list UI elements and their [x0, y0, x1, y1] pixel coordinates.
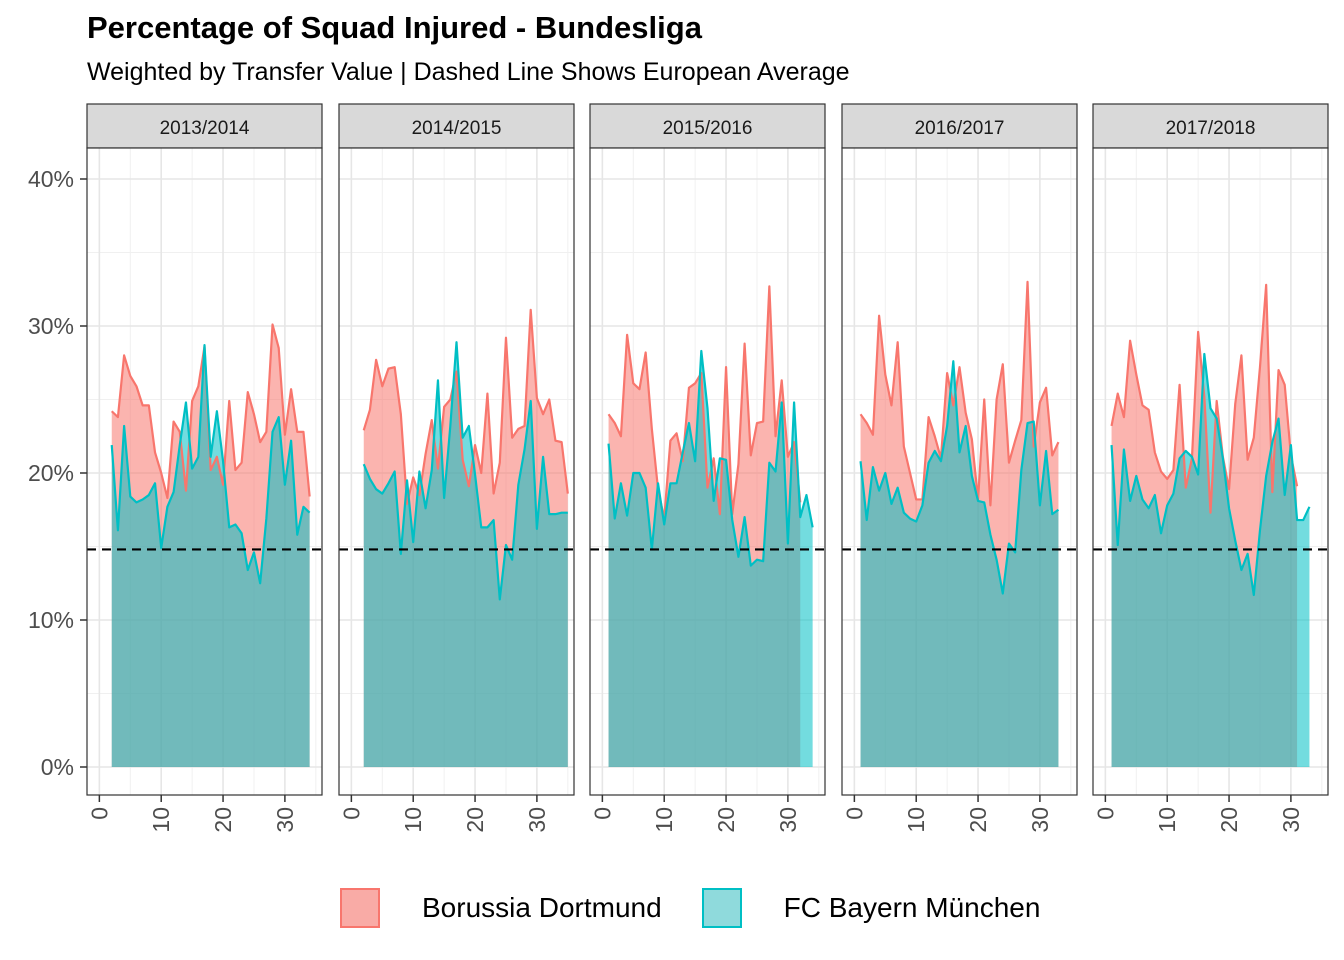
y-tick-label: 10% — [28, 607, 74, 633]
x-tick-label: 20 — [1216, 807, 1242, 833]
area-bayern — [860, 361, 1059, 767]
line-bayern — [859, 360, 1060, 595]
facet-panel: 2013/2014 0 10 20 30 — [86, 103, 323, 833]
chart-subtitle: Weighted by Transfer Value | Dashed Line… — [87, 58, 850, 86]
x-tick-label: 30 — [272, 807, 298, 833]
x-tick-label: 30 — [1027, 807, 1053, 833]
facet-panel: 2014/2015 0 10 20 30 — [338, 103, 575, 833]
facet-label: 2017/2018 — [1166, 118, 1256, 139]
x-tick-label: 10 — [148, 807, 174, 833]
x-tick-label: 10 — [651, 807, 677, 833]
line-dortmund — [607, 285, 802, 520]
facet-panel: 2016/2017 0 10 20 30 — [841, 103, 1078, 833]
line-bayern — [362, 341, 568, 601]
legend-label-bayern: FC Bayern München — [783, 892, 1041, 923]
legend-label-dortmund: Borussia Dortmund — [422, 892, 662, 923]
legend-item-dortmund: Borussia Dortmund — [340, 888, 662, 928]
facet-panel: 2015/2016 0 10 20 30 — [589, 103, 826, 833]
facet-panel: 2017/2018 0 10 20 30 — [1092, 103, 1329, 833]
x-tick-label: 0 — [1092, 807, 1118, 820]
facet-strip — [338, 103, 575, 149]
facet-label: 2015/2016 — [663, 118, 753, 139]
area-bayern — [363, 342, 568, 767]
x-tick-label: 10 — [1154, 807, 1180, 833]
line-bayern — [110, 344, 311, 585]
line-bayern — [607, 349, 814, 567]
facet-strip — [1092, 103, 1329, 149]
x-tick-label: 20 — [210, 807, 236, 833]
x-tick-label: 0 — [841, 807, 867, 820]
panel-border — [589, 147, 826, 796]
line-dortmund — [859, 280, 1060, 507]
facet-label: 2013/2014 — [160, 118, 250, 139]
x-tick-label: 0 — [338, 807, 364, 820]
area-bayern — [608, 350, 813, 767]
x-tick-label: 30 — [524, 807, 550, 833]
panel-border — [841, 147, 1078, 796]
x-tick-label: 0 — [589, 807, 615, 820]
legend-item-bayern: FC Bayern München — [701, 888, 1041, 928]
x-tick-label: 10 — [400, 807, 426, 833]
x-tick-label: 30 — [1278, 807, 1304, 833]
line-bayern — [1110, 352, 1311, 597]
x-tick-label: 10 — [903, 807, 929, 833]
y-tick-label: 0% — [41, 754, 74, 780]
legend-key-bayern — [701, 888, 742, 928]
x-tick-label: 0 — [86, 807, 112, 820]
legend-key-dortmund — [340, 888, 380, 928]
panel-border — [1092, 147, 1329, 796]
facet-strip — [86, 103, 323, 149]
x-tick-label: 20 — [965, 807, 991, 833]
facet-strip — [589, 103, 826, 149]
line-dortmund — [110, 323, 311, 500]
facet-label: 2016/2017 — [915, 118, 1005, 139]
chart-title: Percentage of Squad Injured - Bundesliga — [87, 10, 702, 45]
x-tick-label: 20 — [462, 807, 488, 833]
line-dortmund — [362, 308, 569, 505]
y-tick-label: 20% — [28, 460, 74, 486]
legend: Borussia Dortmund FC Bayern München — [340, 884, 1080, 932]
x-tick-label: 30 — [775, 807, 801, 833]
area-bayern — [111, 345, 310, 767]
facet-strip — [841, 103, 1078, 149]
x-tick-label: 20 — [713, 807, 739, 833]
facet-label: 2014/2015 — [412, 118, 502, 139]
y-tick-label: 30% — [28, 313, 74, 339]
panel-border — [86, 147, 323, 796]
line-dortmund — [1110, 283, 1299, 514]
area-bayern — [1111, 353, 1310, 767]
y-tick-label: 40% — [28, 166, 74, 192]
panel-border — [338, 147, 575, 796]
